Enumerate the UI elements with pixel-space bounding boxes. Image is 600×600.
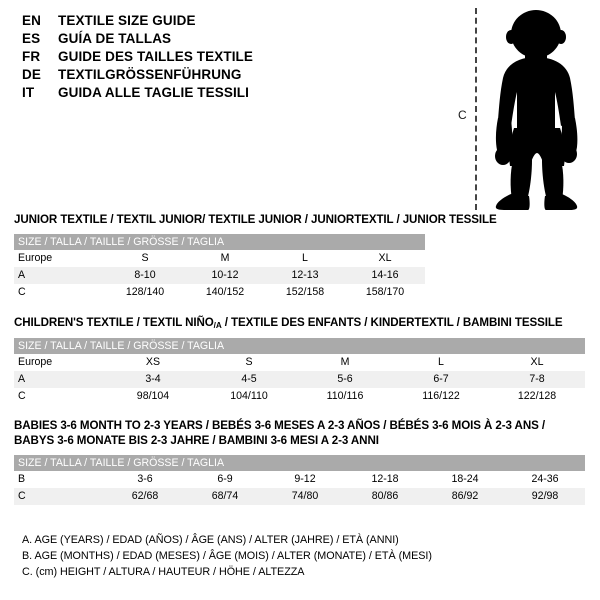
cell-value: 74/80 [265,488,345,505]
language-title-block: EN TEXTILE SIZE GUIDE ES GUÍA DE TALLAS … [22,12,442,102]
row-label: A [14,267,105,284]
row-label: C [14,388,105,405]
section-title-children-part1: CHILDREN'S TEXTILE / TEXTIL NIÑO [14,316,214,329]
language-code: DE [22,67,41,82]
row-label: Europe [14,354,105,371]
table-header-row: SIZE / TALLA / TAILLE / GRÖSSE / TAGLIA [14,455,586,471]
table-header-row: SIZE / TALLA / TAILLE / GRÖSSE / TAGLIA [14,234,425,250]
table-row: Europe XS S M L XL [14,354,586,371]
size-header-label: SIZE / TALLA / TAILLE / GRÖSSE / TAGLIA [14,338,586,354]
cell-value: 128/140 [105,284,185,301]
language-title: TEXTILE SIZE GUIDE [58,13,196,28]
language-row-es: ES GUÍA DE TALLAS [22,30,442,48]
section-title-babies-line2: BABYS 3-6 MONATE BIS 2-3 JAHRE / BAMBINI… [14,434,379,447]
junior-size-table: SIZE / TALLA / TAILLE / GRÖSSE / TAGLIA … [14,234,425,301]
cell-value: 152/158 [265,284,345,301]
cell-value: M [297,354,393,371]
language-title: TEXTILGRÖSSENFÜHRUNG [58,67,242,82]
cell-value: 5-6 [297,371,393,388]
table-row: A 3-4 4-5 5-6 6-7 7-8 [14,371,586,388]
legend-row-a: A. AGE (YEARS) / EDAD (AÑOS) / ÂGE (ANS)… [22,534,399,546]
section-title-children: CHILDREN'S TEXTILE / TEXTIL NIÑO/A / TEX… [14,315,585,331]
legend-row-b: B. AGE (MONTHS) / EDAD (MESES) / ÂGE (MO… [22,550,432,562]
section-babies-textile: BABIES 3-6 MONTH TO 2-3 YEARS / BEBÉS 3-… [14,418,586,505]
row-label: B [14,471,105,488]
cell-value: L [265,250,345,267]
cell-value: 80/86 [345,488,425,505]
table-row: Europe S M L XL [14,250,425,267]
row-label: Europe [14,250,105,267]
language-row-de: DE TEXTILGRÖSSENFÜHRUNG [22,66,442,84]
legend-row-c: C. (cm) HEIGHT / ALTURA / HAUTEUR / HÖHE… [22,566,305,578]
cell-value: 110/116 [297,388,393,405]
child-silhouette [495,10,578,210]
cell-value: 9-12 [265,471,345,488]
language-code: FR [22,49,41,64]
legend-block: A. AGE (YEARS) / EDAD (AÑOS) / ÂGE (ANS)… [22,532,582,580]
language-row-it: IT GUIDA ALLE TAGLIE TESSILI [22,84,442,102]
cell-value: 68/74 [185,488,265,505]
table-header-row: SIZE / TALLA / TAILLE / GRÖSSE / TAGLIA [14,338,586,354]
size-header-label: SIZE / TALLA / TAILLE / GRÖSSE / TAGLIA [14,455,586,471]
section-title-children-part2: / TEXTILE DES ENFANTS / KINDERTEXTIL / B… [221,316,563,329]
cell-value: 7-8 [489,371,586,388]
cell-value: XS [105,354,201,371]
table-row: C 128/140 140/152 152/158 158/170 [14,284,425,301]
cell-value: 12-13 [265,267,345,284]
cell-value: 8-10 [105,267,185,284]
cell-value: 24-36 [505,471,586,488]
row-label: A [14,371,105,388]
cell-value: S [201,354,297,371]
cell-value: XL [489,354,586,371]
cell-value: 12-18 [345,471,425,488]
language-code: IT [22,85,35,100]
cell-value: L [393,354,489,371]
table-row: A 8-10 10-12 12-13 14-16 [14,267,425,284]
cell-value: M [185,250,265,267]
height-measurement-figure: C [452,4,594,212]
cell-value: 3-6 [105,471,185,488]
row-label: C [14,488,105,505]
cell-value: 6-9 [185,471,265,488]
cell-value: 18-24 [425,471,505,488]
language-row-fr: FR GUIDE DES TAILLES TEXTILE [22,48,442,66]
size-header-label: SIZE / TALLA / TAILLE / GRÖSSE / TAGLIA [14,234,425,250]
section-title-junior: JUNIOR TEXTILE / TEXTIL JUNIOR/ TEXTILE … [14,213,497,226]
cell-value: 62/68 [105,488,185,505]
cell-value: 140/152 [185,284,265,301]
cell-value: 122/128 [489,388,586,405]
table-row: C 62/68 68/74 74/80 80/86 86/92 92/98 [14,488,586,505]
babies-size-table: SIZE / TALLA / TAILLE / GRÖSSE / TAGLIA … [14,455,586,505]
language-title: GUIDE DES TAILLES TEXTILE [58,49,254,64]
section-childrens-textile: CHILDREN'S TEXTILE / TEXTIL NIÑO/A / TEX… [14,315,586,405]
cell-value: 6-7 [393,371,489,388]
cell-value: 92/98 [505,488,586,505]
height-measure-dashed-line [475,8,477,210]
table-row: C 98/104 104/110 110/116 116/122 122/128 [14,388,586,405]
cell-value: XL [345,250,425,267]
language-title: GUIDA ALLE TAGLIE TESSILI [58,85,249,100]
measure-label-c: C [458,108,467,122]
children-size-table: SIZE / TALLA / TAILLE / GRÖSSE / TAGLIA … [14,338,586,405]
cell-value: 86/92 [425,488,505,505]
cell-value: S [105,250,185,267]
language-code: EN [22,13,41,28]
cell-value: 158/170 [345,284,425,301]
cell-value: 4-5 [201,371,297,388]
table-row: B 3-6 6-9 9-12 12-18 18-24 24-36 [14,471,586,488]
section-junior-textile: JUNIOR TEXTILE / TEXTIL JUNIOR/ TEXTILE … [14,212,497,301]
language-row-en: EN TEXTILE SIZE GUIDE [22,12,442,30]
language-title: GUÍA DE TALLAS [58,31,172,46]
cell-value: 10-12 [185,267,265,284]
cell-value: 104/110 [201,388,297,405]
cell-value: 3-4 [105,371,201,388]
row-label: C [14,284,105,301]
cell-value: 116/122 [393,388,489,405]
section-title-babies-line1: BABIES 3-6 MONTH TO 2-3 YEARS / BEBÉS 3-… [14,419,545,432]
cell-value: 14-16 [345,267,425,284]
cell-value: 98/104 [105,388,201,405]
language-code: ES [22,31,41,46]
section-title-children-sub: /A [213,321,222,330]
